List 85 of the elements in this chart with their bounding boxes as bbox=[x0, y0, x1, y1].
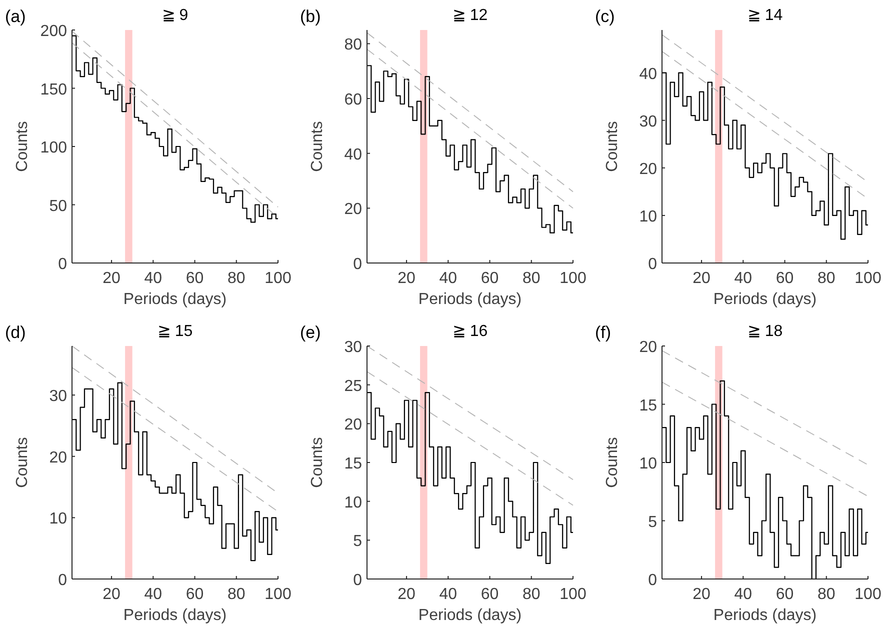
y-tick-label: 30 bbox=[639, 113, 658, 130]
y-tick-label: 100 bbox=[40, 140, 68, 156]
x-tick-label: 20 bbox=[102, 586, 121, 603]
y-tick-label: 50 bbox=[49, 198, 68, 215]
text: (a) bbox=[5, 7, 26, 26]
chart-title: ≧ 14 bbox=[747, 7, 783, 24]
x-tick-label: 100 bbox=[854, 586, 882, 603]
text: (d) bbox=[5, 323, 26, 342]
x-tick-label: 20 bbox=[398, 586, 416, 603]
x-tick-label: 80 bbox=[522, 270, 540, 287]
y-tick-label: 0 bbox=[58, 256, 68, 273]
y-tick-label: 10 bbox=[344, 494, 362, 512]
y-tick-label: 5 bbox=[648, 514, 658, 531]
y-axis-title: Counts bbox=[309, 121, 326, 172]
y-axis-title: Counts bbox=[309, 437, 326, 488]
y-tick-label: 60 bbox=[344, 92, 362, 109]
chart-title: ≧ 18 bbox=[747, 323, 783, 340]
y-axis-title: Counts bbox=[14, 437, 31, 488]
x-tick-label: 60 bbox=[776, 270, 794, 287]
x-tick-label: 40 bbox=[734, 270, 752, 287]
x-tick-label: 20 bbox=[692, 270, 711, 287]
chart-title: ≧ 16 bbox=[452, 323, 488, 340]
text: (b) bbox=[300, 7, 321, 26]
y-tick-label: 200 bbox=[40, 23, 68, 40]
text: (c) bbox=[595, 7, 615, 26]
x-tick-label: 100 bbox=[264, 586, 292, 603]
x-axis-title: Periods (days) bbox=[123, 607, 227, 624]
x-tick-label: 100 bbox=[264, 270, 292, 287]
text: (f) bbox=[595, 323, 612, 342]
y-tick-label: 10 bbox=[639, 456, 658, 472]
y-tick-label: 20 bbox=[639, 339, 658, 356]
x-tick-label: 60 bbox=[776, 586, 794, 603]
y-tick-label: 30 bbox=[344, 339, 362, 356]
y-tick-label: 10 bbox=[49, 510, 68, 528]
x-tick-label: 80 bbox=[227, 586, 246, 603]
x-tick-label: 60 bbox=[186, 586, 204, 603]
y-tick-label: 0 bbox=[353, 256, 362, 273]
y-tick-label: 80 bbox=[344, 36, 362, 54]
y-tick-label: 0 bbox=[648, 572, 658, 589]
x-tick-label: 40 bbox=[144, 270, 162, 287]
y-tick-label: 5 bbox=[353, 533, 362, 550]
y-tick-label: 15 bbox=[639, 397, 658, 414]
x-tick-label: 40 bbox=[439, 586, 458, 603]
y-axis-title: Counts bbox=[604, 437, 621, 488]
y-tick-label: 30 bbox=[49, 388, 68, 406]
x-tick-label: 100 bbox=[854, 270, 882, 287]
x-tick-label: 20 bbox=[102, 270, 121, 287]
x-tick-label: 80 bbox=[522, 586, 540, 603]
y-tick-label: 20 bbox=[639, 160, 658, 178]
x-axis-title: Periods (days) bbox=[713, 291, 817, 308]
x-tick-label: 100 bbox=[560, 270, 586, 287]
x-tick-label: 20 bbox=[692, 586, 711, 603]
x-tick-label: 40 bbox=[439, 270, 458, 287]
y-tick-label: 0 bbox=[58, 572, 68, 589]
x-axis-title: Periods (days) bbox=[418, 291, 522, 308]
y-tick-label: 40 bbox=[639, 66, 658, 83]
x-tick-label: 60 bbox=[480, 270, 499, 287]
x-tick-label: 80 bbox=[817, 270, 836, 287]
x-tick-label: 100 bbox=[560, 586, 586, 603]
y-tick-label: 0 bbox=[353, 572, 362, 589]
x-tick-label: 80 bbox=[817, 586, 836, 603]
y-tick-label: 10 bbox=[639, 208, 658, 226]
x-tick-label: 20 bbox=[398, 270, 416, 287]
x-axis-title: Periods (days) bbox=[123, 291, 227, 308]
y-axis-title: Counts bbox=[604, 121, 621, 172]
y-tick-label: 15 bbox=[344, 456, 362, 472]
y-tick-label: 20 bbox=[344, 201, 362, 218]
y-tick-label: 20 bbox=[344, 416, 362, 434]
chart-title: ≧ 12 bbox=[452, 7, 488, 24]
y-tick-label: 150 bbox=[40, 81, 68, 98]
text: (e) bbox=[300, 323, 321, 342]
x-tick-label: 60 bbox=[186, 270, 204, 287]
y-axis-title: Counts bbox=[14, 121, 31, 172]
x-axis-title: Periods (days) bbox=[418, 607, 522, 624]
x-tick-label: 40 bbox=[734, 586, 752, 603]
x-tick-label: 40 bbox=[144, 586, 162, 603]
y-tick-label: 20 bbox=[49, 449, 68, 466]
chart-title: ≧ 15 bbox=[157, 323, 193, 340]
chart-title: ≧ 9 bbox=[162, 7, 188, 24]
y-tick-label: 0 bbox=[648, 256, 658, 273]
x-tick-label: 80 bbox=[227, 270, 246, 287]
x-tick-label: 60 bbox=[480, 586, 499, 603]
x-axis-title: Periods (days) bbox=[713, 607, 817, 624]
y-tick-label: 40 bbox=[344, 146, 362, 164]
y-tick-label: 25 bbox=[344, 378, 362, 395]
